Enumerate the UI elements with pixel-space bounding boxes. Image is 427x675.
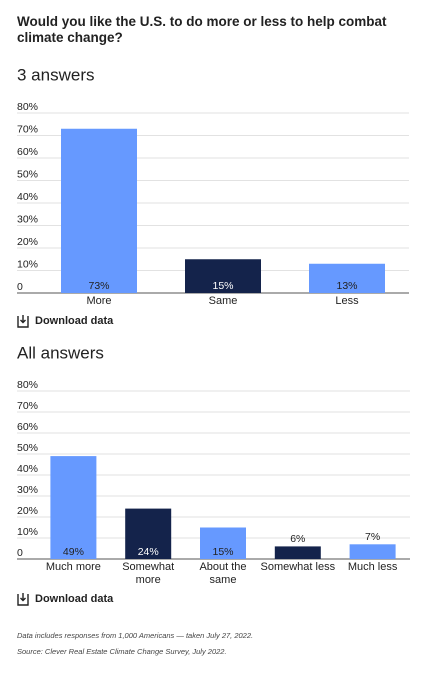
- value-label: 15%: [212, 280, 233, 292]
- bar: [61, 128, 137, 293]
- y-tick-label: 80%: [17, 379, 38, 391]
- x-tick-label: Much more: [45, 561, 101, 573]
- x-tick-box: Somewhat more: [122, 561, 175, 586]
- y-tick-label: 20%: [17, 236, 38, 248]
- x-tick-label: About the same: [199, 561, 247, 586]
- y-tick-label: 50%: [17, 168, 38, 180]
- x-tick-label: Somewhat less: [260, 561, 336, 573]
- download-link[interactable]: Download data: [17, 593, 114, 606]
- value-label: 7%: [365, 531, 380, 543]
- x-tick-box: Same: [208, 295, 238, 307]
- value-label: 24%: [138, 546, 159, 558]
- y-tick-label: 0: [17, 547, 23, 559]
- bar: [185, 259, 261, 293]
- title-box: Would you like the U.S. to do more or le…: [17, 14, 387, 45]
- x-tick-label: Somewhat more: [122, 561, 175, 586]
- y-tick-label: 30%: [17, 484, 38, 496]
- x-tick-box: About the same: [199, 561, 247, 586]
- download-label: Download data: [35, 593, 114, 605]
- bar: [50, 456, 97, 559]
- x-tick-box: Less: [335, 295, 359, 307]
- y-tick-label: 60%: [17, 146, 38, 158]
- bar: [349, 544, 396, 559]
- x-tick-label: Same: [208, 295, 238, 307]
- note: Data includes responses from 1,000 Ameri…: [17, 631, 253, 640]
- y-tick-label: 0: [17, 281, 23, 293]
- value-label: 13%: [336, 280, 357, 292]
- y-tick-label: 70%: [17, 123, 38, 135]
- page-title: Would you like the U.S. to do more or le…: [17, 14, 387, 45]
- x-tick-box: Much less: [347, 561, 398, 573]
- chart-subtitle: 3 answers: [17, 65, 94, 84]
- download-label: Download data: [35, 315, 114, 327]
- x-tick-box: Somewhat less: [260, 561, 336, 573]
- x-tick-box: More: [86, 295, 112, 307]
- y-tick-label: 80%: [17, 101, 38, 113]
- y-tick-label: 30%: [17, 213, 38, 225]
- bar: [125, 508, 172, 559]
- y-tick-label: 60%: [17, 421, 38, 433]
- x-tick-label: Less: [335, 295, 359, 307]
- download-icon: [17, 316, 29, 328]
- download-icon-arrow: [20, 593, 26, 602]
- value-label: 6%: [290, 533, 305, 545]
- download-link[interactable]: Download data: [17, 315, 114, 328]
- x-tick-label: More: [86, 295, 112, 307]
- y-tick-label: 50%: [17, 442, 38, 454]
- y-tick-label: 10%: [17, 258, 38, 270]
- y-tick-label: 70%: [17, 400, 38, 412]
- bar: [274, 546, 321, 559]
- value-label: 49%: [63, 546, 84, 558]
- bar: [200, 527, 246, 559]
- chart-subtitle: All answers: [17, 343, 104, 362]
- download-icon: [17, 594, 29, 606]
- x-tick-label: Much less: [347, 561, 398, 573]
- y-tick-label: 10%: [17, 526, 38, 538]
- value-label: 73%: [88, 280, 109, 292]
- x-tick-box: Much more: [45, 561, 101, 573]
- y-tick-label: 40%: [17, 463, 38, 475]
- y-tick-label: 40%: [17, 191, 38, 203]
- bar: [309, 263, 385, 293]
- download-icon-arrow: [20, 315, 26, 324]
- value-label: 15%: [212, 546, 233, 558]
- y-tick-label: 20%: [17, 505, 38, 517]
- note: Source: Clever Real Estate Climate Chang…: [17, 647, 227, 656]
